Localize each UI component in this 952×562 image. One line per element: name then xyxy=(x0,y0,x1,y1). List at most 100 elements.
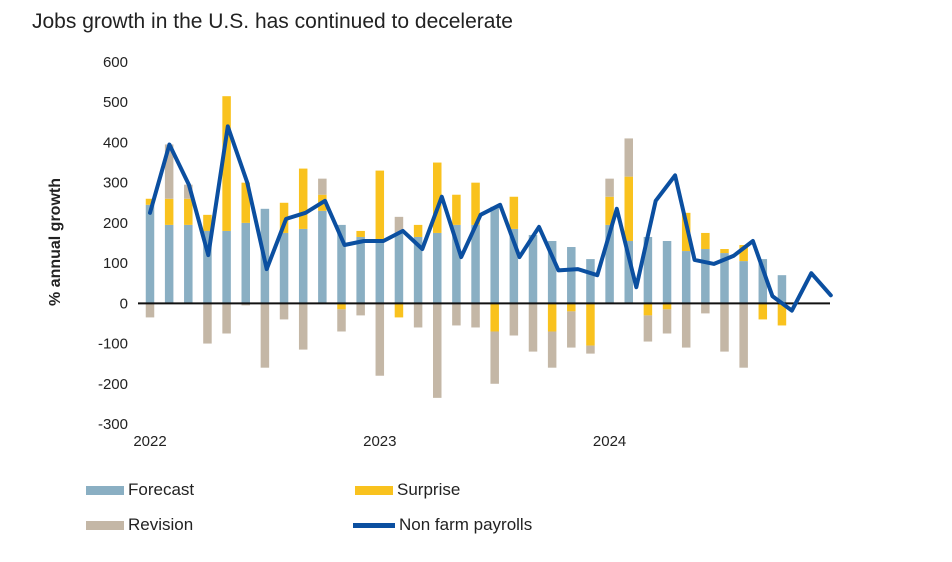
bar-revision xyxy=(337,309,346,332)
x-tick-labels: 2022 2023 2024 xyxy=(133,433,626,450)
bar-surprise xyxy=(720,249,729,254)
chart-title: Jobs growth in the U.S. has continued to… xyxy=(32,10,513,33)
bar-forecast xyxy=(375,238,385,304)
bar-surprise xyxy=(758,303,768,320)
bar-forecast xyxy=(547,240,557,304)
bar-surprise xyxy=(624,176,633,241)
legend-revision: Revision xyxy=(86,515,193,535)
bar-revision xyxy=(164,144,174,199)
bar-surprise xyxy=(567,303,576,312)
bar-forecast xyxy=(298,228,308,304)
y-tick-label: -100 xyxy=(98,336,128,353)
bar-revision xyxy=(145,303,155,318)
y-tick-label: 200 xyxy=(103,215,128,232)
bar-revision xyxy=(701,303,710,314)
bar-forecast xyxy=(222,230,231,304)
bar-surprise xyxy=(701,232,710,250)
payrolls-line xyxy=(148,124,833,313)
bar-surprise xyxy=(184,198,193,225)
bar-surprise xyxy=(739,245,748,262)
bar-revision xyxy=(298,303,308,350)
y-tick-label: -300 xyxy=(98,416,128,433)
legend-surprise: Surprise xyxy=(355,480,460,500)
bar-forecast xyxy=(528,234,538,304)
bar-forecast xyxy=(337,224,346,304)
bar-revision xyxy=(509,303,519,336)
bar-surprise xyxy=(222,96,231,231)
bar-revision xyxy=(318,178,327,195)
bar-forecast xyxy=(241,222,250,304)
bar-surprise xyxy=(509,196,519,229)
bar-forecast xyxy=(605,224,614,304)
legend-forecast-swatch xyxy=(86,485,124,495)
bar-forecast xyxy=(413,236,423,304)
bar-revision xyxy=(356,303,365,316)
bar-forecast xyxy=(777,275,787,304)
bar-revision xyxy=(452,303,461,326)
bar-surprise xyxy=(337,303,346,310)
bar-surprise xyxy=(203,214,212,231)
bar-surprise xyxy=(586,303,595,346)
legend-surprise-label: Surprise xyxy=(397,480,461,499)
bar-revision xyxy=(260,303,270,368)
bar-revision xyxy=(203,303,212,344)
bar-surprise xyxy=(777,303,787,326)
bar-revision xyxy=(567,311,576,348)
bar-forecast xyxy=(433,232,442,304)
legend-forecast-label: Forecast xyxy=(128,480,195,499)
bar-revision xyxy=(528,303,538,352)
bar-surprise xyxy=(298,168,308,229)
legend-payrolls-label: Non farm payrolls xyxy=(399,515,533,534)
bar-forecast xyxy=(681,251,691,304)
bar-revision xyxy=(547,331,557,368)
bar-surprise xyxy=(145,198,155,205)
y-tick-label: 0 xyxy=(120,295,128,312)
bar-forecast xyxy=(394,232,404,304)
bar-surprise xyxy=(643,303,653,316)
bar-forecast xyxy=(490,206,499,304)
x-tick-label: 2022 xyxy=(133,433,166,450)
bar-revision xyxy=(241,303,250,306)
bar-surprise xyxy=(394,303,404,318)
bar-surprise xyxy=(164,198,174,225)
y-tick-label: -200 xyxy=(98,376,128,393)
legend-payrolls: Non farm payrolls xyxy=(353,515,532,535)
bar-forecast xyxy=(586,259,595,304)
bar-surprise xyxy=(279,202,289,233)
bar-revision xyxy=(375,303,385,376)
y-tick-label: 100 xyxy=(103,255,128,272)
bar-revision xyxy=(471,303,480,328)
bars-layer xyxy=(145,96,787,398)
bar-forecast xyxy=(184,224,193,304)
bar-surprise xyxy=(433,162,442,233)
bar-forecast xyxy=(164,224,174,304)
bar-forecast xyxy=(701,249,710,304)
bar-revision xyxy=(184,184,193,199)
bar-revision xyxy=(720,303,729,352)
bar-revision xyxy=(413,303,423,328)
bar-forecast xyxy=(356,236,365,304)
bar-forecast xyxy=(624,240,633,304)
bar-revision xyxy=(586,345,595,354)
y-tick-label: 400 xyxy=(103,134,128,151)
bar-surprise xyxy=(413,224,423,237)
legend-revision-swatch xyxy=(86,520,124,530)
y-tick-labels: 600 500 400 300 200 100 0 -100 -200 -300 xyxy=(98,54,128,433)
bar-forecast xyxy=(452,224,461,304)
bar-forecast xyxy=(279,232,289,304)
bar-surprise xyxy=(471,182,480,225)
bar-surprise xyxy=(375,170,385,239)
bar-forecast xyxy=(739,261,748,304)
legend-revision-label: Revision xyxy=(128,515,194,534)
bar-revision xyxy=(433,303,442,398)
bar-forecast xyxy=(509,228,519,304)
legend-payrolls-swatch xyxy=(353,522,395,528)
bar-forecast xyxy=(662,240,672,304)
bar-revision xyxy=(624,138,633,177)
x-tick-label: 2024 xyxy=(593,433,626,450)
bar-revision xyxy=(279,303,289,320)
bar-revision xyxy=(605,178,614,197)
y-tick-label: 500 xyxy=(103,94,128,111)
bar-revision xyxy=(662,309,672,334)
